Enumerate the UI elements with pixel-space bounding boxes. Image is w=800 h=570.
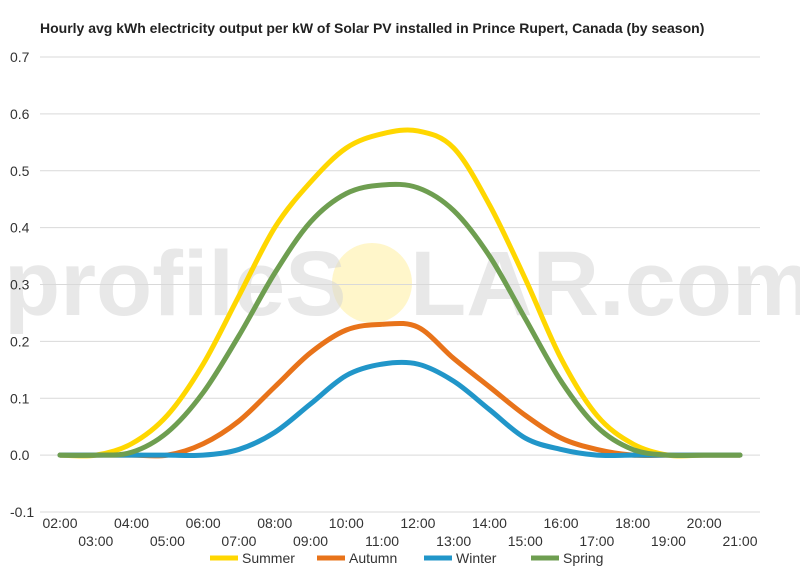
x-tick-label: 05:00: [150, 533, 185, 549]
x-tick-label: 17:00: [579, 533, 614, 549]
y-axis-ticks: -0.1 0.0 0.1 0.2 0.3 0.4 0.5 0.6 0.7: [10, 49, 34, 520]
x-axis-ticks: 02:0003:0004:0005:0006:0007:0008:0009:00…: [42, 515, 757, 549]
y-tick-label: 0.0: [10, 447, 30, 463]
x-tick-label: 04:00: [114, 515, 149, 531]
watermark-sun-icon: [332, 243, 412, 323]
y-tick-label: 0.5: [10, 163, 30, 179]
x-tick-label: 21:00: [722, 533, 757, 549]
y-tick-label: 0.7: [10, 49, 30, 65]
y-tick-label: 0.3: [10, 277, 30, 293]
x-tick-label: 19:00: [651, 533, 686, 549]
x-tick-label: 06:00: [186, 515, 221, 531]
chart-title: Hourly avg kWh electricity output per kW…: [40, 20, 704, 36]
gridlines: [40, 56, 760, 513]
x-tick-label: 02:00: [42, 515, 77, 531]
x-tick-label: 03:00: [78, 533, 113, 549]
x-tick-label: 16:00: [544, 515, 579, 531]
legend-label-winter: Winter: [456, 550, 497, 566]
y-tick-label: -0.1: [10, 504, 34, 520]
x-tick-label: 08:00: [257, 515, 292, 531]
y-tick-label: 0.1: [10, 390, 30, 406]
series-line-summer: [57, 127, 743, 459]
x-tick-label: 20:00: [687, 515, 722, 531]
legend-label-spring: Spring: [563, 550, 603, 566]
x-tick-label: 18:00: [615, 515, 650, 531]
x-tick-label: 15:00: [508, 533, 543, 549]
x-tick-label: 13:00: [436, 533, 471, 549]
x-tick-label: 11:00: [365, 533, 399, 549]
series-line-winter: [57, 359, 743, 459]
y-tick-label: 0.6: [10, 106, 30, 122]
series-lines: [57, 127, 743, 459]
legend: Summer Autumn Winter Spring: [210, 550, 603, 566]
x-tick-label: 12:00: [400, 515, 435, 531]
x-tick-label: 09:00: [293, 533, 328, 549]
legend-label-autumn: Autumn: [349, 550, 397, 566]
series-line-spring: [57, 181, 743, 459]
legend-label-summer: Summer: [242, 550, 295, 566]
y-tick-label: 0.4: [10, 220, 30, 236]
x-tick-label: 14:00: [472, 515, 507, 531]
x-tick-label: 07:00: [221, 533, 256, 549]
y-tick-label: 0.2: [10, 333, 30, 349]
x-tick-label: 10:00: [329, 515, 364, 531]
